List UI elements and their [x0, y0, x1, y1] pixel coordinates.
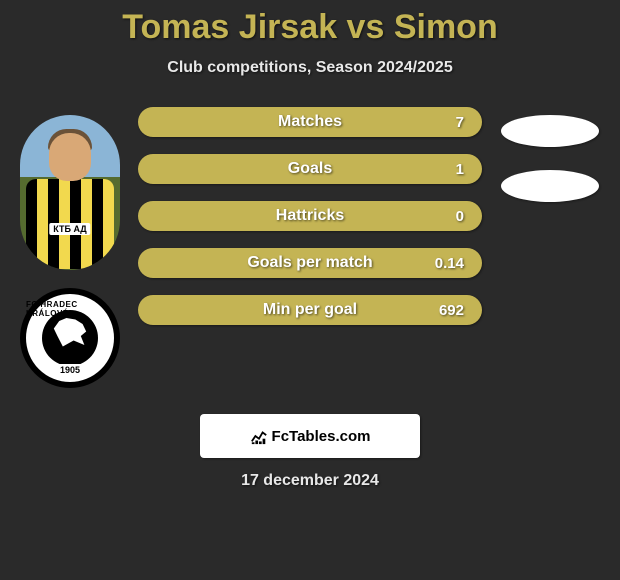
player1-club-logo: FC HRADEC KRÁLOVÉ 1905 — [20, 288, 120, 388]
main-content-row: КТБ АД FC HRADEC KRÁLOVÉ 1905 Matches 7 … — [0, 107, 620, 388]
stat-label: Hattricks — [276, 207, 344, 225]
footer-brand-box: FcTables.com — [200, 414, 420, 458]
stat-label: Goals per match — [247, 254, 372, 272]
player1-photo: КТБ АД — [20, 115, 120, 270]
page-title: Tomas Jirsak vs Simon — [0, 8, 620, 47]
stat-bar-hattricks: Hattricks 0 — [138, 201, 482, 231]
stat-label: Matches — [278, 113, 342, 131]
stat-label: Goals — [288, 160, 332, 178]
player1-head — [49, 133, 91, 181]
player2-column — [490, 107, 610, 202]
stat-bar-matches: Matches 7 — [138, 107, 482, 137]
fctables-logo-icon — [250, 427, 268, 445]
player2-placeholder-2 — [501, 170, 599, 202]
date-text: 17 december 2024 — [0, 472, 620, 490]
player1-column: КТБ АД FC HRADEC KRÁLOVÉ 1905 — [10, 107, 130, 388]
player1-jersey-text: КТБ АД — [49, 223, 90, 235]
club-year: 1905 — [54, 364, 86, 376]
stat-bar-goals-per-match: Goals per match 0.14 — [138, 248, 482, 278]
stats-bars-column: Matches 7 Goals 1 Hattricks 0 Goals per … — [130, 107, 490, 325]
page-subtitle: Club competitions, Season 2024/2025 — [0, 59, 620, 77]
stat-value: 1 — [456, 161, 464, 178]
stat-value: 7 — [456, 114, 464, 131]
infographic-container: Tomas Jirsak vs Simon Club competitions,… — [0, 0, 620, 490]
club-lion-icon — [52, 318, 88, 348]
stat-bar-min-per-goal: Min per goal 692 — [138, 295, 482, 325]
stat-bar-goals: Goals 1 — [138, 154, 482, 184]
stat-label: Min per goal — [263, 301, 357, 319]
stat-value: 0.14 — [435, 255, 464, 272]
stat-value: 692 — [439, 302, 464, 319]
club-logo-inner — [42, 310, 98, 366]
footer-brand-text: FcTables.com — [272, 428, 371, 445]
stat-value: 0 — [456, 208, 464, 225]
player2-placeholder-1 — [501, 115, 599, 147]
